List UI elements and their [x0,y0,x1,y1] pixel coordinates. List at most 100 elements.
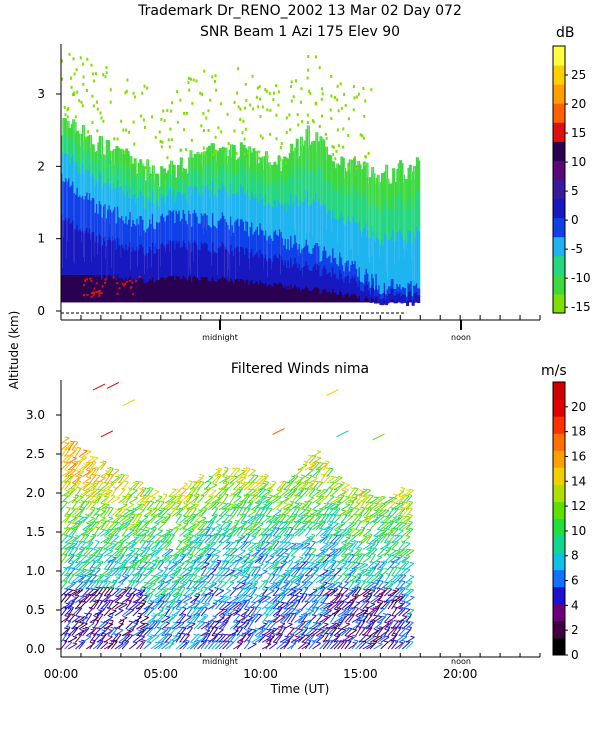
snr-speck [318,66,321,70]
snr-speck [244,82,247,86]
wind-barb [189,514,197,524]
snr-cell [91,144,95,158]
wind-barb [64,490,74,497]
wind-barb [64,481,71,491]
wind-barb [121,543,131,550]
wind-barb-flag [207,480,212,483]
wind-barb [114,589,123,597]
snr-speck [158,130,161,134]
wind-barb [107,568,116,577]
snr-speck [307,54,310,58]
wind-barb [85,594,94,603]
wind-barb-flag [180,582,185,585]
wind-barb [75,596,84,604]
wind-barb [229,494,236,504]
wind-barb [254,497,264,504]
wind-barb [146,564,157,570]
wind-barb [247,620,254,630]
wind-barb [78,534,86,544]
wind-barb [103,490,113,497]
wind-barb-flag [176,548,181,551]
wind-barb [143,562,152,570]
wind-barb-flag [101,502,106,505]
wind-barb [290,568,299,577]
wind-barb [71,541,79,550]
wind-barb [82,477,92,484]
wind-barb [103,623,114,630]
wind-barb [261,607,270,617]
wind-barb [218,582,227,590]
snr-speck [297,123,300,127]
wind-barb [207,528,216,537]
wind-barb [150,596,160,604]
wind-barb [114,583,124,590]
wind-barb [75,457,85,464]
wind-barb [103,601,111,610]
wind-barb [189,508,197,517]
wind-barb [294,629,304,637]
wind-barb [186,547,193,557]
snr-speck [336,128,339,132]
wind-barb [200,567,207,577]
wind-barb [265,521,273,530]
wind-barb [211,621,220,630]
wind-barb [74,601,83,610]
snr-cell [406,301,410,307]
snr-cell [417,230,421,289]
wind-barb-flag [75,561,80,564]
wind-barb [85,581,94,590]
wind-barb [200,614,209,623]
wind-barb [272,601,281,610]
wind-barb-flag [143,521,148,524]
wind-barb [215,601,223,610]
wind-barb [189,542,199,550]
wind-barb-flag [251,535,257,538]
wind-barb-flag [298,476,304,479]
wind-barb [64,583,74,590]
snr-speck-red [84,279,87,282]
snr-speck [361,134,364,138]
wind-barb [161,634,169,643]
wind-barb [265,640,272,650]
snr-speck [333,96,336,100]
wind-barb [103,536,113,544]
wind-barb [103,550,114,557]
snr-cell [160,166,164,179]
wind-barb [136,489,145,497]
wind-barb [279,497,290,504]
snr-speck [202,152,205,156]
snr-speck [125,128,128,132]
snr-speck [279,157,282,161]
wind-barb-flag [294,502,300,505]
snr-speck [255,95,258,99]
wind-barb [186,643,196,650]
wind-barb [215,502,224,511]
snr-speck [105,66,108,70]
wind-barb [103,483,113,491]
wind-barb [272,496,282,504]
wind-barb [233,634,241,643]
wind-barb [154,642,163,650]
wind-barb-flag [273,495,278,498]
wind-barb [78,640,86,650]
wind-barb [290,636,300,643]
wind-barb-flag [86,635,91,638]
wind-barb-flag [272,627,277,630]
wind-barb-flag [298,515,303,518]
snr-speck [183,128,186,132]
wind-barb [89,474,97,484]
wind-barb [110,602,120,610]
wind-barb [146,616,156,623]
wind-barb-flag [117,573,122,576]
wind-barb [268,541,277,550]
wind-barb-flag [294,528,299,531]
wind-barb-flag [151,496,156,499]
wind-barb [247,482,256,491]
snr-speck [367,151,370,155]
wind-barb-flag [86,469,92,472]
wind-barb [125,563,135,570]
wind-barb [186,488,194,497]
wind-barb [64,589,74,597]
wind-barb [215,581,223,590]
wind-barb-flag [281,626,286,628]
